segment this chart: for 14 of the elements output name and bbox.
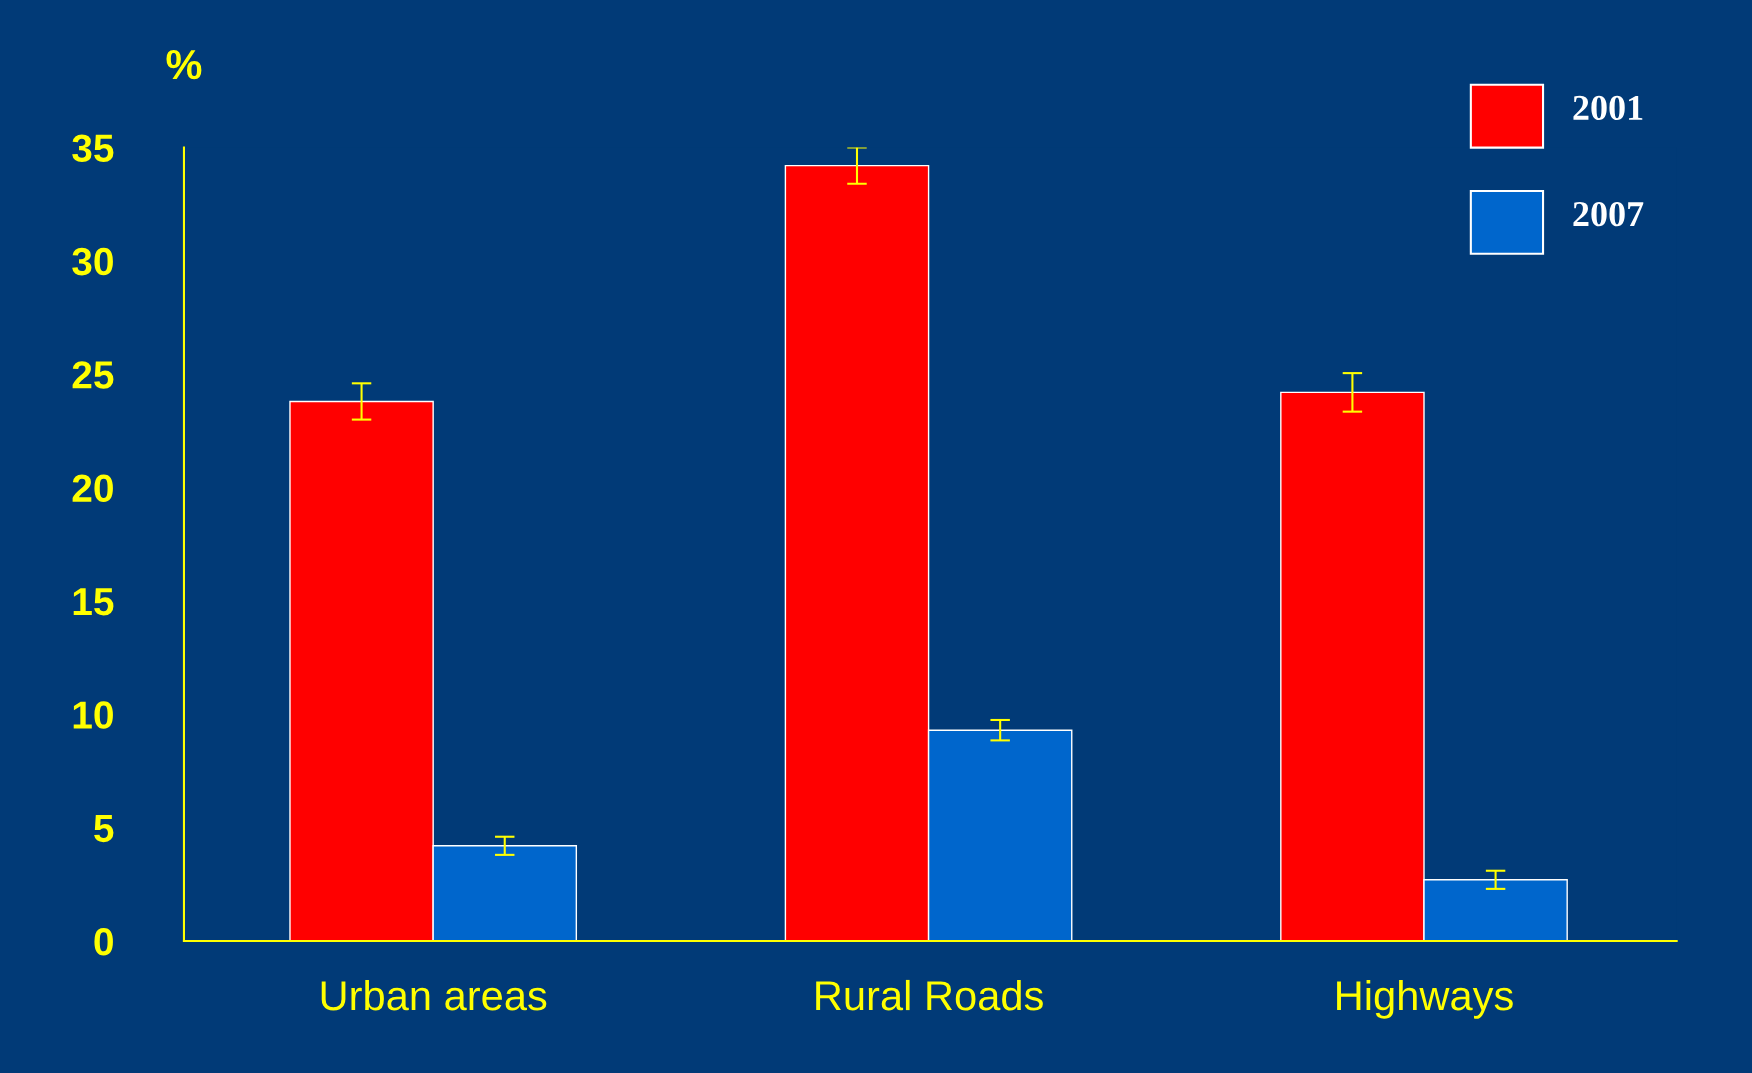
y-tick-label: 20: [72, 474, 113, 503]
y-tick-label: 35: [72, 134, 114, 163]
y-tick-label: 5: [94, 815, 114, 843]
y-tick-label: 25: [72, 361, 114, 389]
x-tick-label: Highways: [1337, 979, 1513, 1019]
legend-label: 2007: [1573, 201, 1644, 227]
legend-label: 2001: [1573, 95, 1643, 121]
y-tick-label: 10: [73, 701, 113, 729]
y-axis-title: %: [166, 49, 202, 80]
y-tick-label: 30: [72, 247, 113, 276]
y-tick-label: 15: [73, 588, 114, 616]
y-tick-label: 0: [94, 927, 113, 956]
x-tick-label: Urban areas: [321, 979, 547, 1011]
x-tick-label: Rural Roads: [816, 979, 1043, 1011]
